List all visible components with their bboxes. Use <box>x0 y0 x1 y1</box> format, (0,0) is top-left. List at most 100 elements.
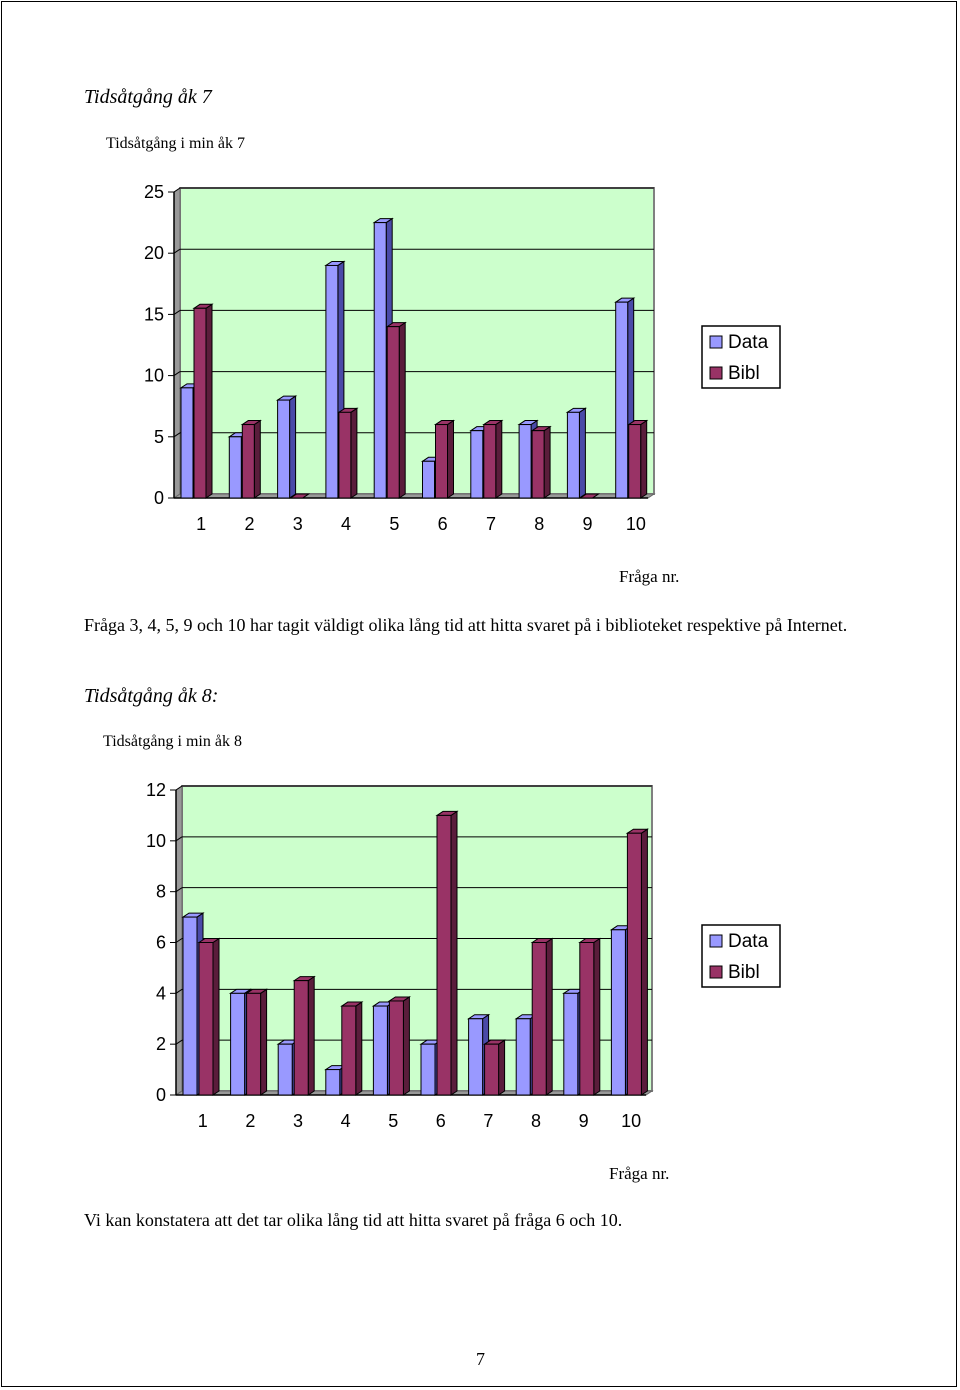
y-tick-label: 25 <box>144 182 164 202</box>
x-tick-label: 2 <box>244 514 254 534</box>
y-tick-label: 5 <box>154 427 164 447</box>
bar-front <box>484 1043 500 1096</box>
bar-front <box>420 1043 436 1096</box>
bar-front <box>372 1005 388 1096</box>
bar-top <box>288 493 311 499</box>
bar-bibl <box>340 1001 364 1096</box>
bar-bibl <box>482 419 504 499</box>
bar-front <box>180 387 194 499</box>
bar-bibl <box>197 937 221 1096</box>
bar-bibl <box>385 321 407 499</box>
legend-swatch-data <box>709 335 723 349</box>
bar-bibl <box>292 975 316 1096</box>
bar-side <box>593 937 601 1096</box>
bar-front <box>182 916 198 1096</box>
bar-bibl <box>578 493 601 499</box>
legend-label-data: Data <box>728 332 769 353</box>
x-axis-caption-ak7: Fråga nr. <box>619 567 680 586</box>
legend-label-bibl: Bibl <box>728 962 760 983</box>
bar-side <box>260 988 268 1096</box>
bar-front <box>470 430 484 499</box>
y-tick-label: 12 <box>146 780 166 800</box>
bar-front <box>566 411 580 499</box>
y-tick-label: 0 <box>154 488 164 508</box>
legend-swatch-data <box>709 934 723 948</box>
gridline-side <box>175 938 183 943</box>
y-tick-label: 2 <box>156 1034 166 1054</box>
legend-label-bibl: Bibl <box>728 363 760 384</box>
bar-front <box>198 942 214 1096</box>
bar-bibl <box>387 996 412 1096</box>
legend: Data Bibl <box>701 325 781 389</box>
x-tick-label: 9 <box>579 1111 589 1131</box>
gridline-side <box>175 887 183 893</box>
bar-front <box>531 942 547 1096</box>
bar-front <box>277 1043 293 1096</box>
x-tick-label: 8 <box>531 1111 541 1131</box>
x-tick-label: 4 <box>341 514 351 534</box>
bar-side <box>212 937 220 1096</box>
bar-side <box>307 975 315 1096</box>
bar-side <box>640 828 648 1096</box>
gridline-side <box>173 371 181 377</box>
gridline-side <box>173 187 181 193</box>
bar-front <box>341 1005 357 1096</box>
y-tick-label: 20 <box>144 243 164 263</box>
x-tick-label: 7 <box>483 1111 493 1131</box>
bar-bibl <box>244 988 269 1096</box>
bar-front <box>518 424 532 499</box>
section-heading-ak8: Tidsåtgång åk 8: <box>84 685 219 707</box>
x-tick-label: 2 <box>245 1111 255 1131</box>
legend-swatch-bibl <box>709 965 723 979</box>
bar-front <box>241 424 255 499</box>
bar-bibl <box>625 828 650 1096</box>
legend-swatch-bibl <box>709 366 723 380</box>
bar-front <box>515 1018 531 1096</box>
bar-data <box>565 407 588 499</box>
bar-front <box>388 1000 404 1096</box>
chart-title-ak8: Tidsåtgång i min åk 8 <box>103 733 242 750</box>
x-tick-label: 4 <box>341 1111 351 1131</box>
bar-front <box>325 264 339 499</box>
bar-front <box>246 992 262 1096</box>
bar-front <box>293 980 309 1096</box>
section-heading-ak7: Tidsåtgång åk 7 <box>84 86 212 108</box>
bar-front <box>628 424 642 499</box>
bar-bibl <box>192 303 214 499</box>
legend: Data Bibl <box>701 924 781 988</box>
gridline-side <box>173 309 181 315</box>
bar-front <box>610 929 626 1096</box>
paragraph-ak7: Fråga 3, 4, 5, 9 och 10 har tagit väldig… <box>84 615 848 635</box>
gridline-side <box>175 836 183 842</box>
bar-bibl <box>530 425 552 499</box>
bar-front <box>626 832 642 1096</box>
bar-side <box>450 810 458 1096</box>
legend-label-data: Data <box>728 931 769 952</box>
bar-bibl <box>627 419 649 499</box>
x-axis-caption-ak8: Fråga nr. <box>609 1164 670 1183</box>
x-tick-label: 9 <box>583 514 593 534</box>
bar-bibl <box>435 810 459 1096</box>
bar-side <box>402 996 410 1096</box>
bar-front <box>325 1069 341 1096</box>
x-tick-label: 1 <box>196 514 206 534</box>
bar-front <box>436 814 452 1096</box>
x-tick-label: 7 <box>486 514 496 534</box>
bar-front <box>386 326 400 499</box>
y-tick-label: 4 <box>156 983 166 1003</box>
bar-front <box>615 301 629 499</box>
x-tick-label: 1 <box>198 1111 208 1131</box>
y-tick-label: 10 <box>144 366 164 386</box>
gridline-side <box>173 432 181 438</box>
gridline-side <box>175 1039 183 1045</box>
bar-bibl <box>337 407 359 499</box>
bar-front <box>230 992 246 1096</box>
bar-side <box>498 1039 506 1096</box>
bar-side <box>355 1001 363 1096</box>
chart-ak7: 0 5 10 15 20 25 1 2 3 4 5 6 7 8 9 10 Data Bibl <box>144 182 781 534</box>
bar-bibl <box>578 937 602 1096</box>
bar-front <box>277 399 291 499</box>
gridline-side <box>173 248 181 254</box>
bar-data <box>275 395 298 499</box>
